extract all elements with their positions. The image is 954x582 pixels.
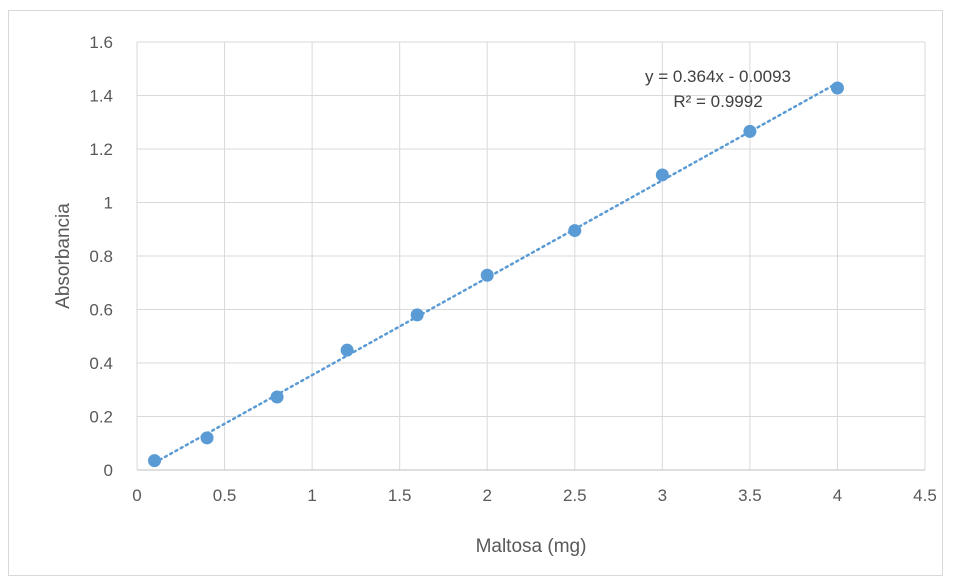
y-tick-label: 0.4	[89, 354, 113, 373]
chart-frame	[8, 10, 943, 576]
data-point	[743, 124, 757, 138]
data-point	[200, 431, 214, 445]
data-point	[655, 168, 669, 182]
y-tick-label: 0.8	[89, 247, 113, 266]
data-point	[340, 343, 354, 357]
x-tick-label: 3.5	[738, 486, 762, 505]
x-axis-ticks: 0 0.5 1 1.5 2 2.5 3 3.5 4 4.5	[132, 486, 937, 505]
x-axis-title: Maltosa (mg)	[476, 536, 587, 557]
y-tick-label: 0.2	[89, 408, 113, 427]
data-point	[480, 268, 494, 282]
data-point	[270, 390, 284, 404]
data-point	[410, 308, 424, 322]
trendline	[153, 81, 839, 465]
data-point	[830, 81, 844, 95]
y-axis-ticks: 0 0.2 0.4 0.6 0.8 1 1.2 1.4 1.6	[89, 33, 113, 480]
gridlines	[136, 41, 926, 471]
x-tick-label: 4.5	[913, 486, 937, 505]
x-tick-label: 3	[658, 486, 667, 505]
y-tick-label: 1.4	[89, 87, 113, 106]
data-points	[148, 81, 844, 468]
y-tick-label: 1.6	[89, 33, 113, 52]
trendline-r-squared: R² = 0.9992	[673, 92, 762, 111]
y-tick-label: 1	[104, 194, 113, 213]
data-point	[148, 454, 162, 468]
y-tick-label: 0.6	[89, 301, 113, 320]
x-tick-label: 1	[307, 486, 316, 505]
x-tick-label: 4	[833, 486, 842, 505]
y-tick-label: 1.2	[89, 140, 113, 159]
y-axis-title: Absorbancia	[53, 203, 74, 309]
data-point	[568, 224, 582, 238]
trendline-equation: y = 0.364x - 0.0093	[645, 67, 791, 86]
x-tick-label: 0.5	[213, 486, 237, 505]
x-tick-label: 2.5	[563, 486, 587, 505]
y-tick-label: 0	[104, 461, 113, 480]
trendline-group	[153, 81, 839, 465]
x-tick-label: 2	[482, 486, 491, 505]
x-tick-label: 1.5	[388, 486, 412, 505]
x-tick-label: 0	[132, 486, 141, 505]
